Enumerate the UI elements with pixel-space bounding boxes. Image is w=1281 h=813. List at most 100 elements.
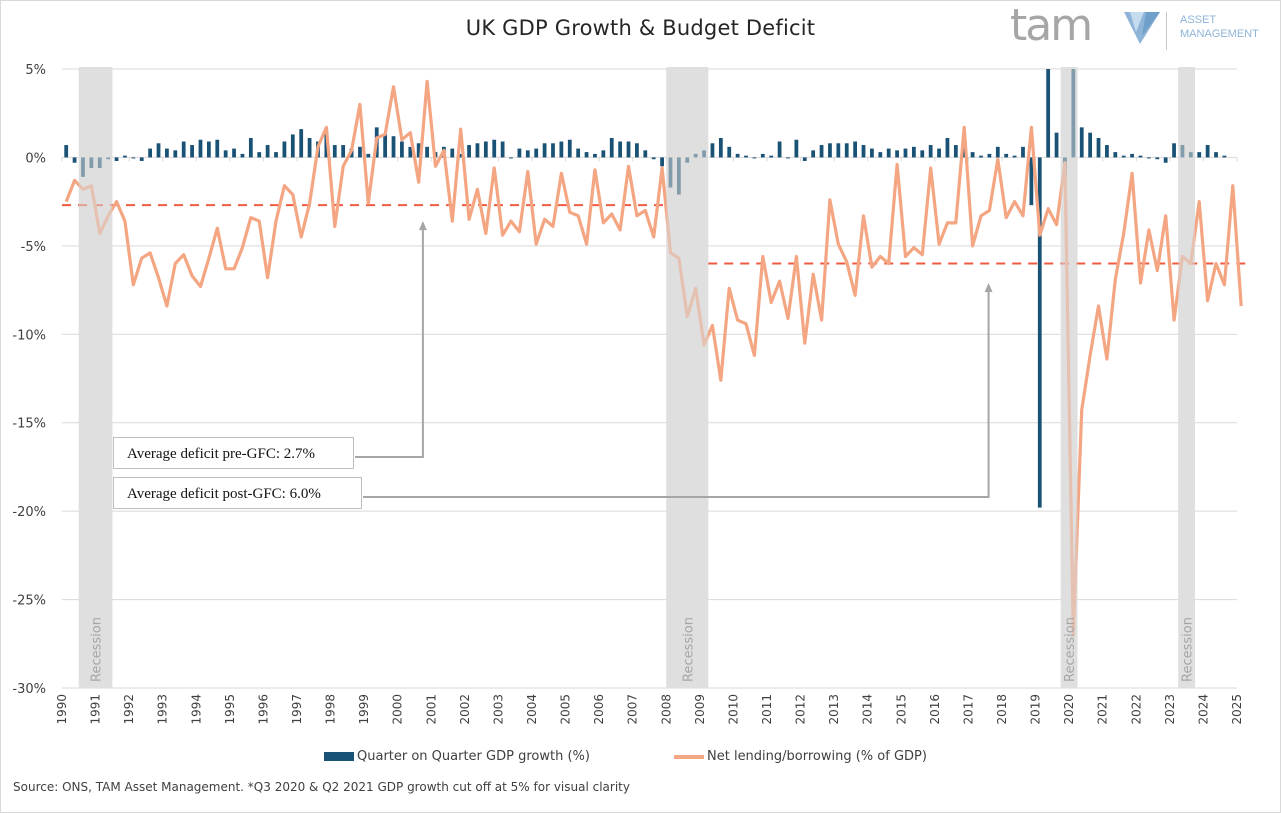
- gdp-bar: [408, 146, 413, 158]
- recession-overlay-band: [78, 67, 113, 688]
- gdp-bar: [341, 145, 346, 158]
- gdp-bar: [1046, 69, 1051, 158]
- gdp-bar: [802, 157, 807, 161]
- logo-subtitle-line1: ASSET: [1180, 14, 1217, 26]
- x-tick-label: 2003: [491, 694, 505, 725]
- recession-overlay-band: [1178, 67, 1196, 688]
- gdp-bar: [769, 155, 774, 158]
- gdp-bar: [752, 157, 757, 159]
- recession-overlay: Recession Recession Recession Recession: [78, 67, 1196, 688]
- x-tick-label: 2005: [559, 694, 573, 725]
- gdp-bar: [718, 137, 723, 158]
- post-gfc-arrow: [363, 284, 990, 498]
- recession-label: Recession: [1063, 617, 1078, 682]
- gdp-bar: [1163, 157, 1168, 163]
- net-lending-line: [64, 79, 1243, 637]
- gdp-bar: [1205, 145, 1210, 158]
- gdp-bar: [139, 157, 144, 161]
- legend-line-swatch: [674, 754, 704, 759]
- gdp-bar: [290, 134, 295, 158]
- gdp-bar: [450, 148, 455, 158]
- recession-label: Recession: [90, 617, 105, 682]
- y-axis-ticks: 5% 0% -5% -10% -15% -20% -25% -30%: [12, 63, 46, 697]
- gdp-bar: [1021, 146, 1025, 158]
- annotation-post-gfc: Average deficit post-GFC: 6.0%: [113, 477, 362, 509]
- recession-label: Recession: [681, 617, 696, 682]
- gdp-bar: [651, 157, 656, 160]
- gdp-bar: [282, 141, 287, 158]
- legend-bar-swatch: [324, 752, 354, 761]
- y-tick-label: -10%: [12, 328, 46, 343]
- x-tick-label: 2007: [626, 694, 640, 725]
- gdp-bar: [551, 143, 555, 158]
- gdp-bar: [626, 141, 631, 158]
- gdp-bar: [416, 143, 421, 158]
- gdp-bar: [1004, 153, 1009, 158]
- gdp-bar: [710, 143, 715, 158]
- gdp-bar: [475, 143, 480, 158]
- gdp-bar: [601, 150, 606, 158]
- x-tick-label: 2013: [827, 694, 841, 725]
- x-tick-label: 2015: [894, 694, 908, 725]
- gdp-bar: [870, 148, 874, 158]
- gdp-bar: [609, 137, 614, 158]
- gdp-bar: [953, 145, 958, 158]
- legend-item-net-lending: Net lending/borrowing (% of GDP): [674, 749, 927, 764]
- gdp-bar: [861, 145, 866, 158]
- gdp-bar: [618, 141, 623, 158]
- x-tick-label: 2021: [1096, 694, 1110, 725]
- gdp-bar: [148, 148, 153, 158]
- gdp-bar: [1088, 132, 1093, 158]
- gdp-bar: [920, 150, 925, 158]
- x-tick-label: 2002: [458, 694, 472, 725]
- gdp-bar: [853, 141, 858, 158]
- gdp-bar: [307, 137, 312, 158]
- gdp-bar: [995, 146, 1000, 158]
- gdp-bar: [198, 139, 203, 158]
- x-tick-label: 1999: [357, 694, 371, 725]
- gdp-bar: [517, 148, 522, 158]
- x-tick-label: 2024: [1196, 694, 1210, 725]
- x-tick-label: 2000: [391, 694, 405, 725]
- gdp-bar: [299, 129, 304, 158]
- gdp-bar: [366, 153, 371, 158]
- x-tick-label: 1995: [223, 694, 237, 725]
- gdp-bar: [123, 155, 127, 158]
- net-lending-series: [64, 79, 1243, 637]
- gdp-bar: [903, 148, 908, 158]
- gdp-bar: [1121, 155, 1126, 158]
- gdp-bar: [1138, 155, 1143, 158]
- gdp-bar: [1146, 157, 1151, 159]
- recession-label: Recession: [1181, 617, 1196, 682]
- gdp-bar: [777, 141, 782, 158]
- gdp-bar: [593, 153, 597, 158]
- gdp-bar: [274, 152, 278, 158]
- gdp-bar: [391, 136, 396, 158]
- gdp-bar: [265, 145, 270, 158]
- gdp-bar: [735, 153, 740, 158]
- x-tick-label: 1992: [122, 694, 136, 725]
- logo-subtitle-line2: MANAGEMENT: [1180, 28, 1259, 40]
- gdp-bar: [1113, 152, 1118, 158]
- y-tick-label: -20%: [12, 505, 46, 520]
- gdp-bar: [257, 152, 262, 158]
- gdp-bar: [1222, 155, 1227, 158]
- y-tick-label: -30%: [12, 682, 46, 697]
- gdp-bar: [1197, 152, 1202, 158]
- gdp-bar: [358, 146, 362, 158]
- gdp-bar: [567, 139, 572, 158]
- gdp-bar: [232, 148, 236, 158]
- x-tick-label: 2023: [1163, 694, 1177, 725]
- gdp-bar: [248, 137, 253, 158]
- gdp-bar: [467, 145, 471, 158]
- gdp-bar: [928, 145, 933, 158]
- gdp-bar: [794, 139, 799, 158]
- x-tick-label: 2017: [961, 694, 975, 725]
- recession-overlay-band: [666, 67, 709, 688]
- source-note: Source: ONS, TAM Asset Management. *Q3 2…: [13, 780, 630, 794]
- x-tick-label: 2019: [1029, 694, 1043, 725]
- gdp-bar: [727, 146, 732, 158]
- pre-gfc-arrow: [355, 222, 424, 458]
- x-tick-label: 2004: [525, 694, 539, 725]
- chart-title: UK GDP Growth & Budget Deficit: [465, 16, 816, 40]
